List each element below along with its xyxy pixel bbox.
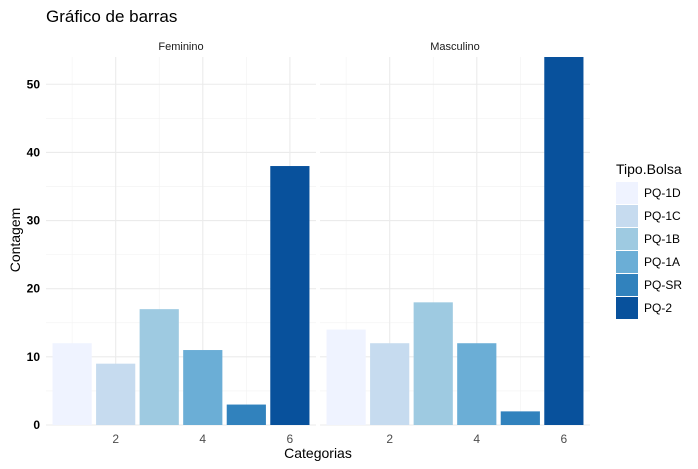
x-tick-label: 2 — [386, 432, 393, 446]
facet-label-masculino: Masculino — [430, 41, 480, 53]
bar-masculino-pq-2 — [544, 57, 584, 425]
chart-panels: Feminino 2 4 6 Masculino 2 4 6 — [46, 41, 590, 446]
bar-feminino-pq-1d — [52, 343, 92, 425]
legend-key-pq-1b — [616, 228, 638, 250]
legend-key-pq-1c — [616, 205, 638, 227]
y-tick-label: 0 — [33, 418, 40, 432]
bar-feminino-pq-1a — [183, 350, 223, 425]
legend-label-pq-2: PQ-2 — [644, 301, 672, 315]
y-tick-label: 10 — [27, 350, 41, 364]
bar-feminino-pq-2 — [270, 166, 310, 425]
bar-masculino-pq-1a — [457, 343, 497, 425]
y-tick-label: 50 — [27, 77, 41, 91]
legend: Tipo.Bolsa PQ-1D PQ-1C PQ-1B PQ-1A PQ-SR PQ-2 — [616, 161, 682, 319]
bar-masculino-pq-1d — [326, 329, 366, 425]
bar-feminino-pq-sr — [226, 404, 266, 425]
x-tick-label: 2 — [112, 432, 119, 446]
legend-label-pq-1c: PQ-1C — [644, 209, 681, 223]
x-tick-label: 4 — [473, 432, 480, 446]
y-tick-label: 20 — [27, 282, 41, 296]
bar-feminino-pq-1c — [96, 363, 136, 425]
legend-label-pq-1d: PQ-1D — [644, 186, 681, 200]
legend-key-pq-1d — [616, 182, 638, 204]
x-axis-label: Categorias — [284, 445, 352, 461]
panel-masculino: Masculino 2 4 6 — [320, 41, 590, 446]
bar-masculino-pq-sr — [500, 411, 540, 425]
y-axis-label: Contagem — [7, 208, 23, 273]
x-tick-label: 6 — [561, 432, 568, 446]
x-tick-label: 6 — [287, 432, 294, 446]
chart-title: Gráfico de barras — [46, 7, 177, 26]
facet-label-feminino: Feminino — [158, 41, 203, 53]
legend-key-pq-2 — [616, 297, 638, 319]
y-tick-label: 40 — [27, 145, 41, 159]
legend-label-pq-sr: PQ-SR — [644, 278, 682, 292]
bar-masculino-pq-1c — [370, 343, 410, 425]
panel-feminino: Feminino 2 4 6 — [46, 41, 316, 446]
bar-masculino-pq-1b — [413, 302, 453, 425]
legend-key-pq-sr — [616, 274, 638, 296]
x-tick-label: 4 — [199, 432, 206, 446]
legend-label-pq-1a: PQ-1A — [644, 255, 680, 269]
y-tick-label: 30 — [27, 214, 41, 228]
bar-feminino-pq-1b — [139, 309, 179, 425]
legend-label-pq-1b: PQ-1B — [644, 232, 680, 246]
legend-key-pq-1a — [616, 251, 638, 273]
y-axis: 0 10 20 30 40 50 — [27, 77, 41, 432]
legend-title: Tipo.Bolsa — [616, 161, 682, 177]
